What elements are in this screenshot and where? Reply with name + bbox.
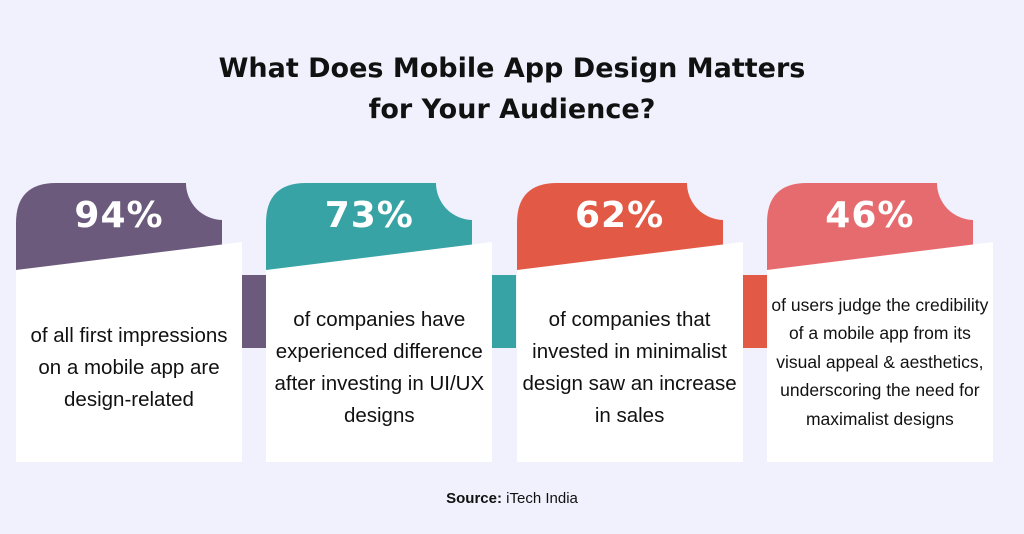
stat-description-text: of companies that invested in minimalist…	[522, 308, 737, 427]
page-title: What Does Mobile App Design Matters for …	[0, 48, 1024, 130]
connector-bar	[242, 275, 266, 348]
stat-description: of users judge the credibility of a mobi…	[771, 267, 989, 457]
stat-card: 94% of all first impressions on a mobile…	[16, 183, 266, 463]
stat-description: of all first impressions on a mobile app…	[20, 273, 238, 463]
card-body	[516, 242, 743, 462]
card-shape	[16, 183, 266, 462]
card-shape	[266, 183, 517, 462]
title-line-2: for Your Audience?	[368, 94, 656, 125]
card-shape	[516, 183, 767, 462]
stat-value: 46%	[825, 195, 915, 236]
stat-card: 73% of companies have experienced differ…	[266, 183, 517, 463]
title-line-1: What Does Mobile App Design Matters	[218, 53, 806, 84]
stat-value: 94%	[74, 195, 164, 236]
card-body	[266, 242, 493, 462]
source-note: Source: iTech India	[0, 490, 1024, 507]
stat-value: 73%	[324, 195, 414, 236]
stat-description-text: of companies have experienced difference…	[274, 308, 485, 427]
card-body	[16, 242, 242, 462]
card-shape	[766, 183, 993, 462]
stat-description-text: of all first impressions on a mobile app…	[30, 324, 228, 411]
connector-bar	[492, 275, 517, 348]
source-value: iTech India	[506, 490, 578, 507]
stat-description: of companies that invested in minimalist…	[521, 273, 739, 463]
stat-description: of companies have experienced difference…	[270, 273, 488, 463]
stat-value: 62%	[575, 195, 665, 236]
source-label: Source:	[446, 490, 502, 507]
stat-card: 62% of companies that invested in minima…	[516, 183, 767, 463]
stat-card: 46% of users judge the credibility of a …	[766, 183, 1017, 463]
card-body	[766, 242, 993, 462]
connector-bar	[742, 275, 767, 348]
stat-description-text: of users judge the credibility of a mobi…	[771, 294, 989, 429]
